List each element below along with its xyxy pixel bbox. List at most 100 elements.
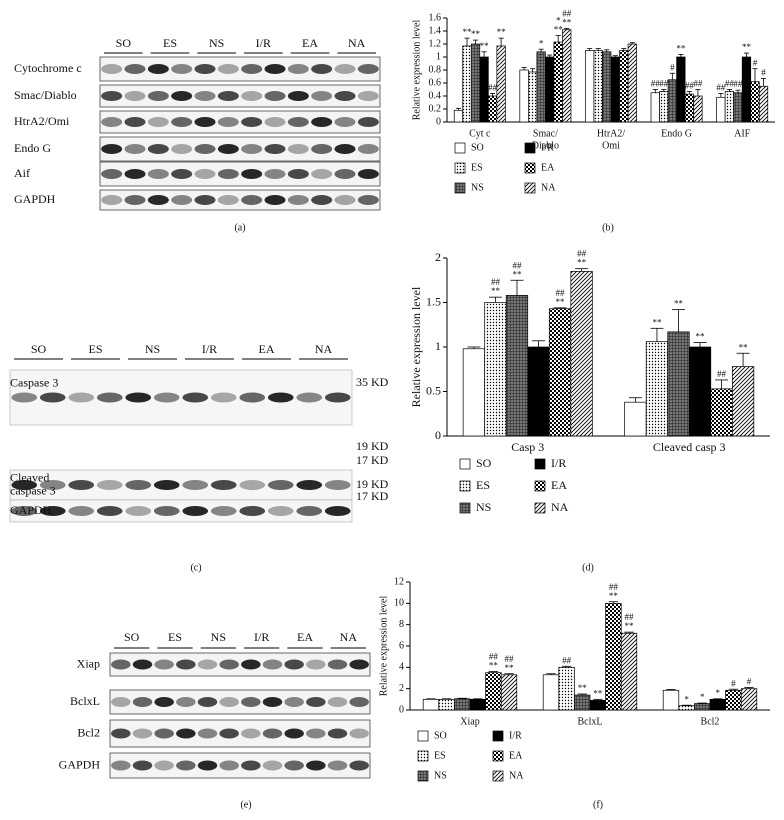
blot-band [217,195,239,205]
panel-label: (e) [240,799,251,810]
bar [462,348,486,437]
lane-group-label: NS [145,342,160,356]
significance-label: ** [593,688,603,698]
row-label: Cytochrome c [14,61,82,75]
blot-band [311,195,333,205]
blot-band [197,728,218,739]
legend-label: SO [471,142,484,153]
blot-band [101,169,123,179]
blot-band [194,169,216,179]
significance-label: ## [659,79,669,89]
lane-group-label: I/R [256,36,271,50]
blot-band [132,697,153,707]
x-tick-label: AIF [734,128,751,139]
bar [462,45,472,123]
legend-label: SO [476,456,492,470]
blot-band [334,64,356,74]
size-marker: 19 KD [356,477,389,491]
blot-band [154,760,174,771]
significance-label: ** [739,342,749,352]
x-tick-label: Omi [602,140,620,151]
y-tick-label: 1 [435,339,441,353]
blot-band [171,144,193,154]
blot-band [154,697,174,707]
y-tick-label: 10 [394,598,404,609]
row-label: HtrA2/Omi [14,114,70,128]
lane-group-label: NA [340,630,358,644]
x-tick-label: Smac/ [533,128,558,139]
legend-label: NS [471,182,484,193]
y-tick-label: 2 [435,250,441,264]
legend-label: NS [476,500,491,514]
blot-band [194,91,216,101]
y-tick-label: 2 [399,683,404,694]
blot-band [153,480,180,490]
bar [562,29,572,123]
blot-band [241,760,261,771]
blot-band [96,506,123,516]
blot-band [210,480,237,490]
blot-band [132,728,153,739]
legend-swatch [417,770,429,782]
bar [484,302,507,437]
row-label: Xiap [77,656,100,670]
row-label: Cleaved [10,470,49,484]
y-tick-label: 1.6 [429,12,442,23]
significance-label: ** [578,683,588,693]
size-marker: 35 KD [356,375,389,389]
blot-band [287,144,309,154]
blot-band [68,480,95,490]
legend-label: NA [551,500,569,514]
blot-band [124,144,146,154]
legend-swatch [417,730,429,742]
lane-group-label: EA [259,342,275,356]
blot-band [125,506,152,516]
y-axis-label: Relative expression level [409,286,423,407]
blot-band [39,506,66,516]
lane-group-label: ES [88,342,102,356]
blot-band [171,64,193,74]
blot-band [311,169,333,179]
y-axis-label: Relative expression level [411,20,422,121]
blot-band [217,117,239,127]
significance-label: # [670,62,675,72]
lane-group-label: I/R [254,630,269,644]
blot-band [241,144,263,154]
blot-band [147,64,169,74]
bar [602,51,612,123]
y-tick-label: 0.8 [429,64,442,75]
blot-band [101,195,123,205]
bar [438,698,455,711]
legend-swatch [492,730,504,742]
blot-band [296,392,323,403]
significance-label: ## [488,82,498,92]
significance-label: ** [696,332,706,342]
significance-label: ## [512,260,522,270]
blot-band [311,91,333,101]
blot-band [334,169,356,179]
bar [453,109,464,123]
bar [542,674,560,711]
blot-band [267,506,294,516]
x-tick-label: Xiap [460,716,479,727]
significance-label: ## [685,81,695,91]
legend-label: ES [434,750,446,761]
blot-frame [9,469,353,501]
legend-swatch [524,142,536,154]
blot-band [311,64,333,74]
bar [741,56,752,123]
blot-band [287,169,309,179]
bar [574,694,591,711]
x-tick-label: Bcl2 [701,716,720,727]
blot-band [147,117,169,127]
bar [536,51,546,123]
blot-band [217,144,239,154]
significance-label: # [753,58,758,68]
blot-band [153,506,180,516]
blot-band [264,195,286,205]
blot-band [357,195,379,205]
blot-band [241,728,261,739]
blot-band [101,117,123,127]
lane-group-label: EA [297,630,313,644]
blot-band [327,728,348,739]
